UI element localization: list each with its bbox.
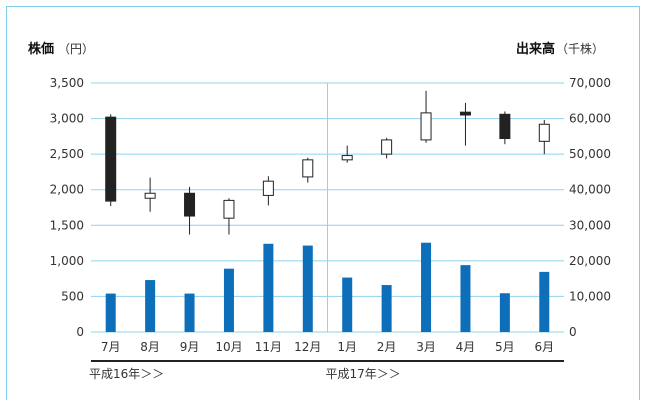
- left-tick-label: 0: [76, 325, 84, 339]
- volume-bar: [302, 245, 313, 332]
- right-tick-label: 40,000: [569, 183, 611, 197]
- candle-body: [459, 111, 471, 116]
- month-label: 6月: [534, 340, 554, 354]
- volume-bar: [263, 243, 274, 332]
- volume-bar: [539, 271, 550, 332]
- left-tick-label: 2,000: [50, 183, 84, 197]
- candle-body: [184, 192, 196, 217]
- volume-bar: [421, 242, 432, 332]
- right-tick-label: 10,000: [569, 289, 611, 303]
- candle-body: [302, 159, 314, 178]
- month-label: 1月: [337, 340, 357, 354]
- candle-body: [144, 192, 156, 199]
- candle-body: [538, 123, 550, 142]
- month-label: 12月: [294, 340, 321, 354]
- volume-bar: [105, 293, 116, 332]
- right-tick-label: 50,000: [569, 147, 611, 161]
- candle-body: [381, 139, 393, 155]
- chart-frame: [6, 6, 640, 400]
- month-label: 10月: [215, 340, 242, 354]
- right-axis-unit: （千株）: [556, 41, 604, 56]
- volume-bar: [145, 280, 156, 332]
- right-tick-label: 60,000: [569, 112, 611, 126]
- period-label: 平成16年＞＞: [89, 367, 164, 381]
- month-label: 9月: [180, 340, 200, 354]
- volume-bar: [342, 277, 353, 332]
- left-tick-label: 3,000: [50, 112, 84, 126]
- volume-bar: [184, 293, 195, 332]
- candle-body: [223, 199, 235, 219]
- month-label: 4月: [456, 340, 476, 354]
- left-axis-title: 株価: [28, 41, 54, 57]
- left-tick-label: 1,500: [50, 218, 84, 232]
- left-tick-label: 3,500: [50, 76, 84, 90]
- month-label: 8月: [140, 340, 160, 354]
- candle-body: [105, 116, 117, 202]
- volume-bar: [223, 268, 234, 332]
- volume-bar: [460, 265, 471, 332]
- left-tick-label: 2,500: [50, 147, 84, 161]
- candle-body: [341, 155, 353, 161]
- candle-body: [499, 113, 511, 139]
- left-tick-label: 1,000: [50, 254, 84, 268]
- right-tick-label: 0: [569, 325, 577, 339]
- month-label: 2月: [377, 340, 397, 354]
- volume-bar: [381, 285, 392, 332]
- axis-baseline: [91, 360, 564, 362]
- candle-body: [420, 112, 432, 141]
- right-axis-title: 出来高: [516, 41, 555, 57]
- month-label: 5月: [495, 340, 515, 354]
- candle-body: [262, 180, 274, 196]
- left-tick-label: 500: [61, 289, 84, 303]
- month-label: 11月: [255, 340, 282, 354]
- right-tick-label: 30,000: [569, 218, 611, 232]
- period-label: 平成17年＞＞: [326, 367, 401, 381]
- month-label: 7月: [101, 340, 121, 354]
- right-tick-label: 70,000: [569, 76, 611, 90]
- volume-bar: [499, 293, 510, 332]
- right-tick-label: 20,000: [569, 254, 611, 268]
- month-label: 3月: [416, 340, 436, 354]
- left-axis-unit: （円）: [58, 42, 94, 56]
